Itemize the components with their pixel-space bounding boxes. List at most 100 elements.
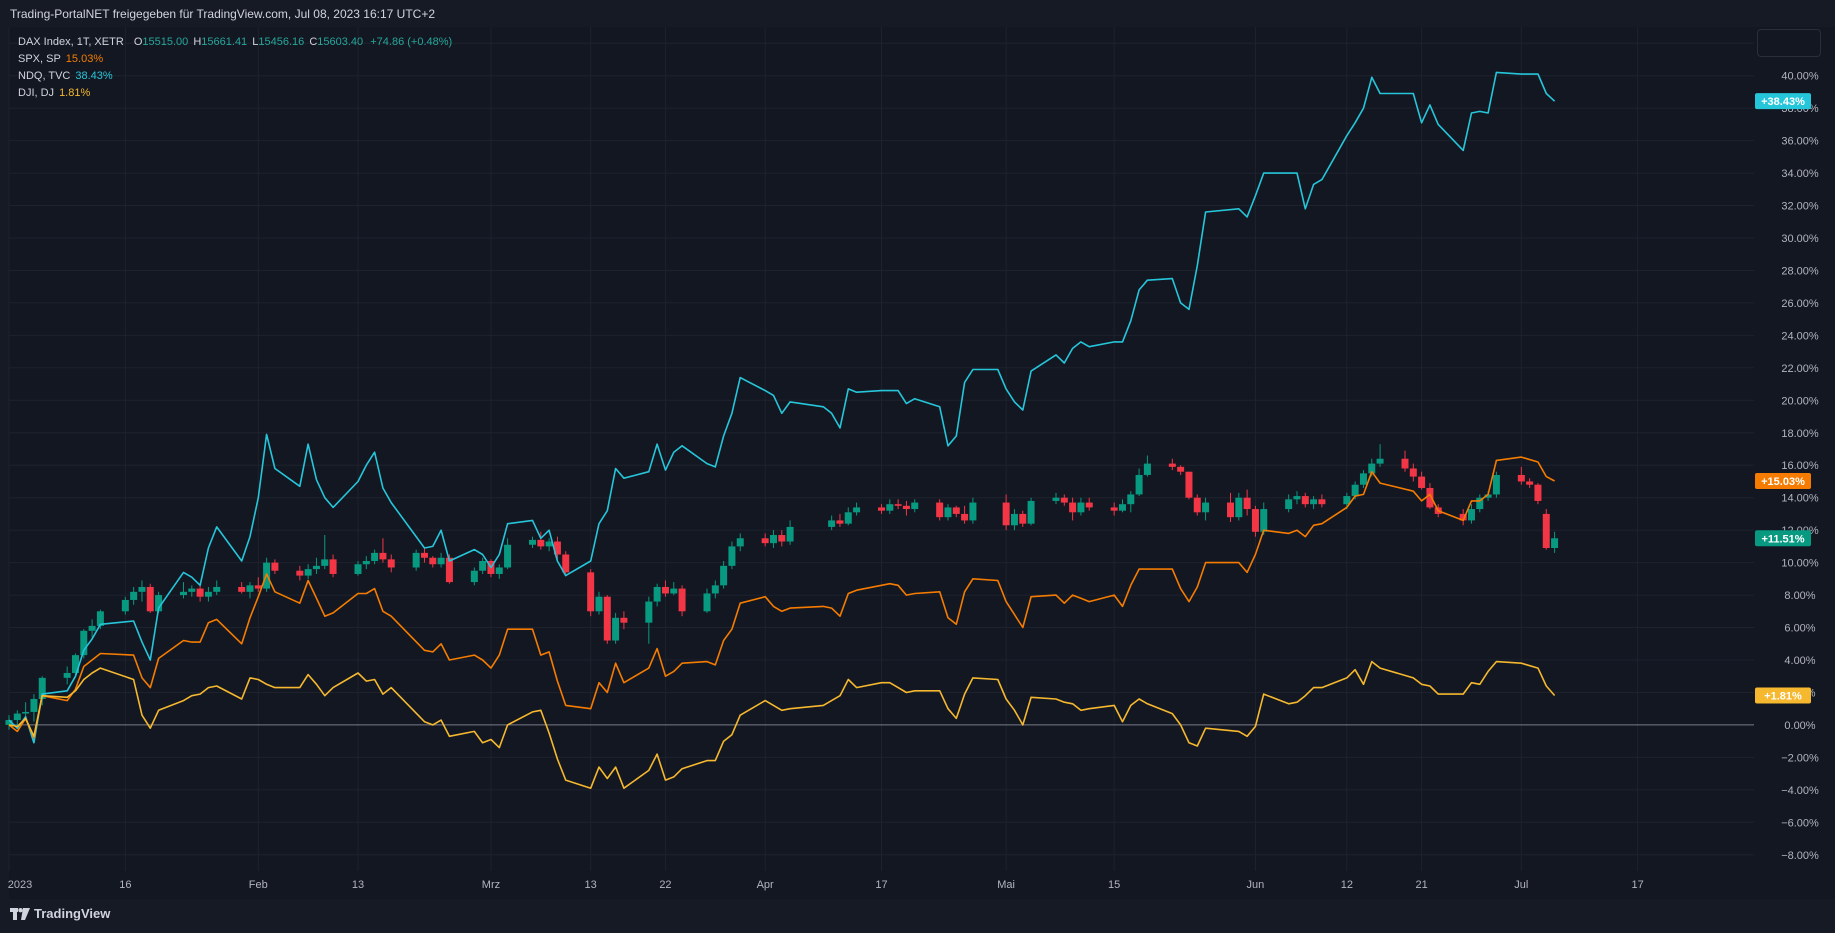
candle-body [678,588,686,612]
legend-spx-value: 15.03% [65,53,104,65]
badge-spx-bg [1755,472,1811,489]
x-tick-label: 12 [1341,879,1353,891]
candle-body [1077,502,1085,513]
tradingview-logo[interactable]: TradingView [10,906,110,921]
candle-body [853,507,861,513]
x-tick-label: Jul [1514,879,1528,891]
y-tick-label: 32.00% [1781,201,1819,213]
candle-body [1551,538,1559,549]
candle-body [653,586,661,602]
y-tick-label: 22.00% [1781,363,1819,375]
x-tick-label: Mrz [482,879,500,891]
series-line-spx [8,456,1555,739]
x-tick-label: 13 [585,879,597,891]
legend-ndq[interactable]: NDQ, TVC 38.43% [18,68,452,85]
candle-body [296,570,304,576]
share-caption: Trading-PortalNET freigegeben für Tradin… [10,7,436,21]
candle-body [1401,458,1409,469]
legend-dax[interactable]: DAX Index, 1T, XETR O15515.00 H15661.41 … [18,34,452,51]
candle-body [1168,463,1176,467]
candle-body [553,541,561,555]
candle-body [620,617,628,623]
badge-spx: +15.03% [1761,476,1805,488]
x-tick-label: 13 [352,879,364,891]
candle-body [121,599,129,612]
candle-body [1542,513,1550,549]
badge-dax-bg [1755,530,1811,547]
time-scale[interactable]: 2023 16 Feb 13 Mrz 13 22 Apr 17 Mai 15 Jun 12 21 Jul 17 [8,879,1644,891]
candle-body [30,698,38,712]
candle-body [1418,476,1426,488]
candle-body [362,560,370,565]
candle-body [1318,499,1326,505]
candle-body [1351,484,1359,497]
candle-body [728,546,736,566]
legend-high-value: 15661.41 [201,36,248,48]
y-tick-label: −6.00% [1781,817,1819,829]
scale-mode-button[interactable] [1757,29,1821,57]
candle-body [445,557,453,583]
candle-body [1235,497,1243,518]
legend-high-key: H [193,36,202,48]
candle-body [304,569,312,576]
candle-body [371,552,379,561]
legend-ndq-value: 38.43% [75,70,113,82]
candle-body [479,560,487,571]
tradingview-logo-text: TradingView [34,906,111,921]
candle-body [894,504,902,506]
candle-body [38,677,46,699]
y-tick-label: 16.00% [1781,460,1819,472]
x-tick-label: 16 [119,879,131,891]
y-tick-label: 10.00% [1781,558,1819,570]
candle-body [711,585,719,594]
last-value-badges: +38.43% +15.03% +1.81% +11.51% [1755,93,1811,704]
candle-body [878,507,885,511]
candle-body [437,557,445,565]
candle-body [562,554,570,573]
candle-body [1476,497,1484,510]
candle-body [1484,494,1492,498]
candle-body [96,611,104,626]
legend-low-value: 15456.16 [258,36,305,48]
candle-body [1526,481,1534,485]
candle-body [670,588,678,594]
y-tick-label: 8.00% [1784,590,1815,602]
candle-body [1534,484,1542,501]
candle-body [213,586,221,592]
candle-body [1409,468,1417,477]
y-tick-label: 4.00% [1784,655,1815,667]
candle-body [1301,496,1309,505]
y-tick-label: 36.00% [1781,136,1819,148]
x-tick-label: Jun [1247,879,1265,891]
badge-ndq-bg [1755,93,1811,110]
candle-body [495,567,503,574]
candle-body [180,591,187,596]
candle-body [130,591,138,600]
series-line-ndq [8,71,1556,744]
candle-body [1243,497,1251,510]
x-tick-label: 21 [1415,879,1427,891]
candle-body [961,513,969,521]
candle-body [902,505,910,510]
legend-spx[interactable]: SPX, SP 15.03% [18,51,452,68]
legend-dji-value: 1.81% [59,87,91,99]
candle-body [1177,466,1185,472]
price-scale[interactable]: 42.00%40.00%38.00%36.00%34.00%32.00%30.0… [1781,38,1819,862]
candle-body [778,535,786,542]
legend-dji-label: DJI, DJ [18,87,55,99]
x-tick-label: 17 [875,879,887,891]
y-tick-label: 20.00% [1781,395,1819,407]
candle-body [13,713,21,721]
badge-dji: +1.81% [1764,691,1802,703]
x-tick-label: Apr [757,879,774,891]
candle-body [1359,473,1367,485]
candle-body [761,538,769,544]
candle-body [1118,504,1126,511]
candle-body [612,617,620,641]
candle-body [936,502,944,518]
badge-dax: +11.51% [1761,533,1804,545]
x-tick-label: Mai [997,879,1015,891]
candle-body [146,586,154,612]
legend-dji[interactable]: DJI, DJ 1.81% [18,85,452,102]
